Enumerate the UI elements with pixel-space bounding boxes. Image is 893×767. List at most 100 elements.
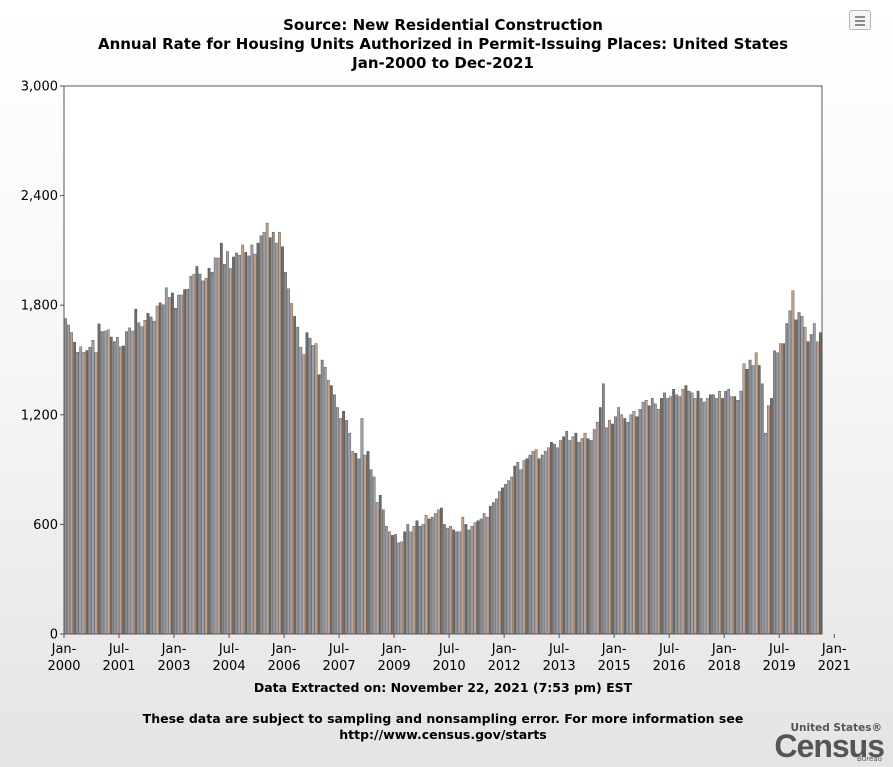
bar (375, 502, 379, 635)
bar (556, 447, 559, 635)
x-tick-label-month: Jul- (548, 642, 570, 657)
bar (201, 280, 205, 635)
bar (73, 342, 76, 635)
bar (684, 385, 688, 635)
bar (562, 436, 566, 635)
bar (305, 332, 309, 635)
bar (507, 480, 510, 635)
x-tick-label-year: 2004 (213, 659, 246, 674)
y-tick-label: 0 (50, 628, 58, 643)
bar (727, 389, 731, 635)
bar (409, 531, 413, 635)
data-extracted-note: Data Extracted on: November 22, 2021 (7:… (253, 680, 633, 695)
bar (287, 288, 290, 635)
bar (418, 526, 422, 635)
x-tick-label-month: Jan- (51, 642, 77, 657)
bar (534, 449, 538, 635)
bar (323, 367, 327, 635)
bar (238, 254, 242, 635)
bar (216, 257, 220, 635)
chart-subtitle: Annual Rate for Housing Units Authorized… (97, 35, 789, 53)
bar (809, 334, 813, 635)
bar (391, 535, 394, 635)
census-bureau-logo: United States® Census Bureau (774, 722, 888, 764)
bar (186, 288, 190, 635)
bar (247, 255, 251, 635)
bar (757, 365, 761, 635)
x-tick-label-year: 2013 (543, 659, 576, 674)
bar (794, 319, 798, 635)
bar (687, 390, 691, 635)
x-tick-label-year: 2012 (488, 659, 521, 674)
bar (424, 515, 428, 635)
bar (314, 343, 318, 635)
bar (678, 396, 682, 635)
bar (232, 256, 235, 635)
bar (339, 418, 342, 635)
bar (519, 469, 523, 635)
bar (638, 409, 642, 635)
x-tick-label-month: Jan- (271, 642, 297, 657)
x-tick-label-year: 2000 (47, 659, 80, 674)
bar (819, 332, 822, 635)
bar (131, 330, 135, 635)
bar (565, 431, 569, 635)
bar (134, 308, 138, 635)
y-tick-label: 1,200 (21, 408, 58, 423)
bar (140, 326, 144, 635)
bar (806, 341, 810, 635)
bar (85, 350, 89, 635)
x-tick-label-month: Jan- (711, 642, 737, 657)
bar (177, 294, 180, 635)
bar (522, 460, 526, 635)
x-tick-label-year: 2003 (157, 659, 190, 674)
bar (195, 266, 199, 635)
bar (608, 420, 611, 635)
bar (767, 405, 770, 635)
bar (666, 398, 669, 635)
bar (470, 526, 474, 635)
x-tick-label-month: Jan- (601, 642, 627, 657)
bar (773, 350, 776, 635)
bar (119, 346, 122, 635)
bar (629, 414, 633, 635)
bar (736, 400, 740, 635)
bar (250, 244, 254, 635)
bar (461, 516, 465, 635)
hamburger-menu-icon[interactable] (849, 10, 871, 30)
bar (91, 340, 95, 635)
x-tick-label-year: 2021 (818, 659, 851, 674)
bar (357, 458, 361, 635)
chart-date-range: Jan-2000 to Dec-2021 (352, 54, 534, 72)
bar (436, 509, 440, 635)
x-tick-label-month: Jan- (491, 642, 517, 657)
bar (94, 352, 98, 635)
bar (351, 451, 355, 635)
bar (782, 343, 786, 635)
bar (681, 389, 685, 635)
bar (513, 465, 517, 635)
bar (278, 231, 281, 635)
bar (705, 398, 709, 635)
sampling-error-note: These data are subject to sampling and n… (142, 711, 744, 742)
bar (320, 359, 324, 635)
bar (571, 436, 575, 635)
bar (281, 246, 284, 635)
bar (125, 331, 128, 635)
bar (213, 257, 217, 635)
x-tick-label-year: 2018 (708, 659, 741, 674)
bar (724, 390, 727, 635)
bar (764, 432, 767, 635)
bar (482, 513, 486, 635)
bar (82, 352, 86, 635)
bar (433, 513, 437, 635)
bar (192, 273, 196, 635)
bar (372, 476, 376, 635)
x-tick-label-month: Jul- (658, 642, 680, 657)
bar (79, 346, 83, 635)
bar (326, 379, 330, 635)
bar (525, 458, 529, 635)
bar (632, 410, 636, 635)
bar (495, 498, 498, 635)
bar (739, 390, 743, 635)
